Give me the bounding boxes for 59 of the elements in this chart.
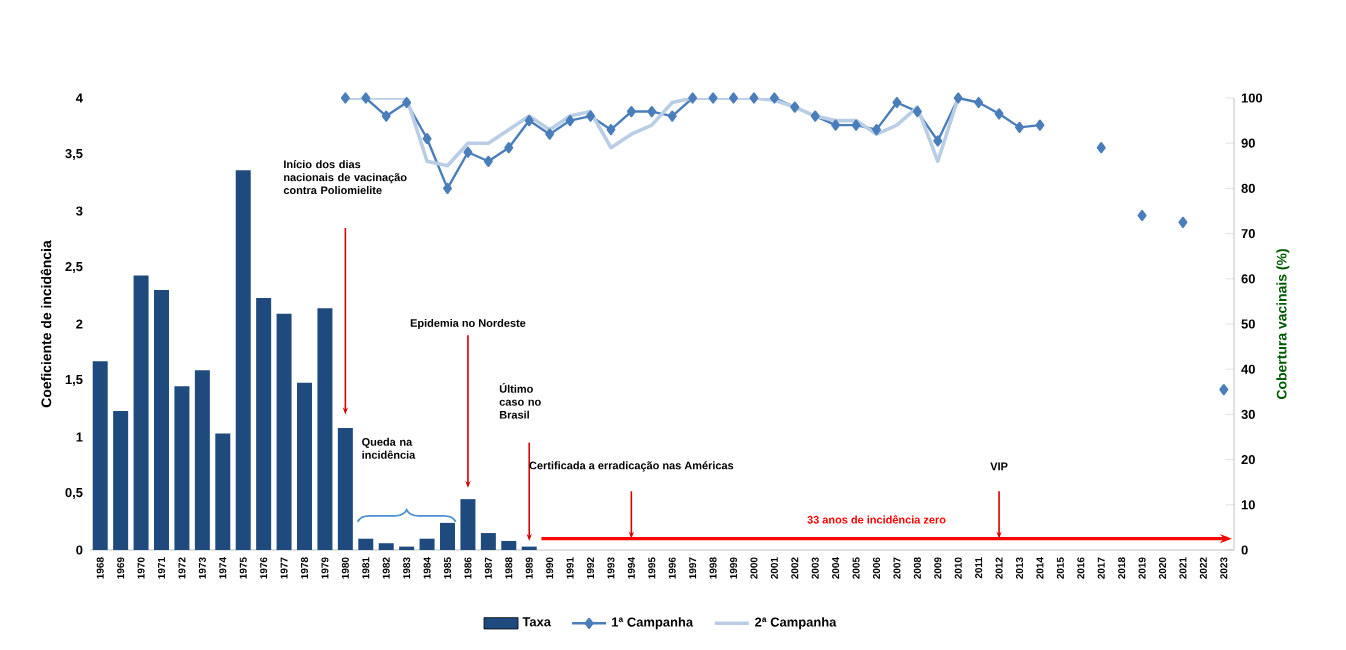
point: [1219, 383, 1229, 396]
point: [565, 115, 575, 127]
bar: [92, 361, 108, 550]
point: [361, 92, 371, 104]
point: [708, 92, 718, 104]
bar: [256, 298, 272, 550]
point: [1096, 142, 1106, 154]
point: [463, 146, 473, 158]
point: [483, 155, 493, 167]
point: [953, 92, 963, 104]
bar: [194, 370, 210, 550]
point: [851, 119, 861, 131]
point: [1015, 121, 1024, 133]
point: [606, 124, 616, 136]
bar: [113, 411, 129, 550]
point: [504, 142, 514, 154]
bar: [174, 386, 190, 550]
bar: [460, 499, 476, 550]
bar: [358, 538, 374, 550]
point: [443, 182, 452, 194]
bar: [154, 290, 169, 550]
point: [1035, 119, 1045, 131]
point: [524, 115, 534, 127]
bar: [133, 275, 149, 550]
point: [872, 124, 881, 136]
point: [994, 108, 1004, 120]
point: [647, 105, 657, 118]
point: [626, 105, 636, 118]
bar: [276, 313, 292, 550]
point: [831, 119, 841, 131]
point: [1137, 209, 1147, 222]
point: [340, 92, 350, 104]
bar: [480, 533, 496, 550]
bar: [297, 382, 312, 550]
bar: [378, 543, 394, 550]
point: [422, 133, 432, 145]
bar: [317, 308, 333, 550]
point: [667, 110, 677, 122]
bar: [215, 433, 231, 550]
bar: [337, 427, 353, 550]
point: [381, 110, 391, 122]
point: [749, 92, 759, 104]
point: [688, 92, 698, 104]
point: [729, 92, 738, 104]
point: [933, 135, 943, 147]
point: [912, 105, 922, 118]
point: [402, 96, 412, 109]
bar: [419, 538, 435, 550]
point: [790, 101, 800, 113]
point: [1178, 216, 1188, 228]
point: [892, 96, 902, 109]
point: [545, 128, 555, 140]
bar: [440, 522, 455, 550]
bar: [235, 170, 251, 550]
point: [586, 110, 595, 122]
point: [974, 96, 984, 109]
bar: [501, 540, 517, 550]
point: [769, 92, 779, 104]
point: [810, 110, 820, 122]
